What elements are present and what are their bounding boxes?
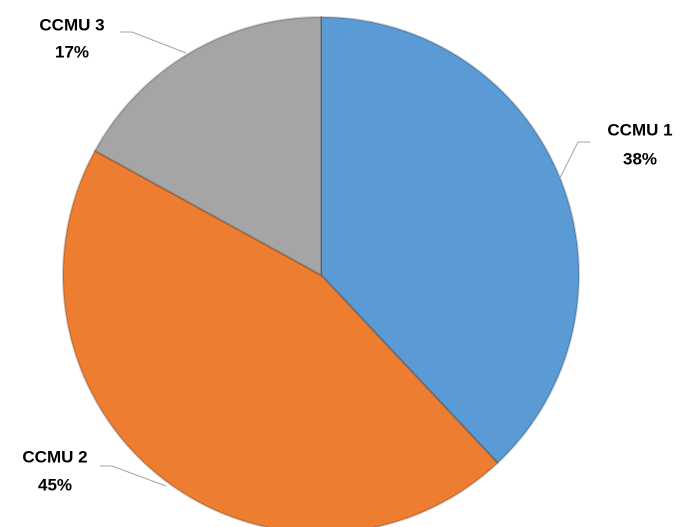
- pie-slice: [93, 15, 322, 277]
- leader-line: [100, 465, 167, 487]
- pie-slice: [62, 149, 500, 527]
- slice-label: CCMU 1: [607, 120, 672, 139]
- slice-label: CCMU 2: [22, 447, 87, 466]
- slice-value-label: 45%: [38, 475, 72, 494]
- slice-label: CCMU 3: [39, 15, 104, 34]
- slice-value-label: 38%: [623, 149, 657, 168]
- leader-line: [120, 31, 187, 54]
- pie-slice: [320, 15, 580, 465]
- leader-line: [559, 141, 590, 179]
- slice-value-label: 17%: [55, 42, 89, 61]
